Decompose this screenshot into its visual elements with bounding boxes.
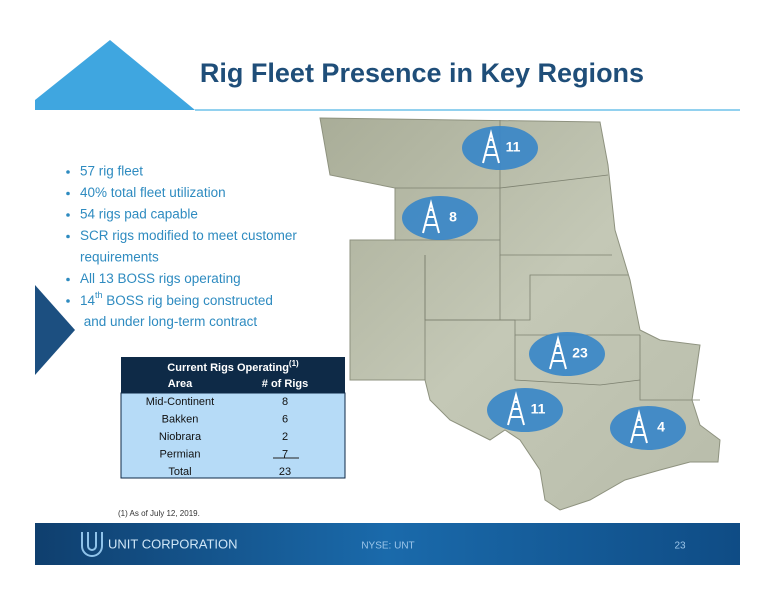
logo — [81, 532, 103, 557]
bullet-text-main: 14 — [80, 293, 96, 308]
rig-icon — [482, 129, 500, 164]
bullet-dot — [66, 170, 70, 174]
footer-bar — [35, 523, 740, 565]
table-title-text: Current Rigs Operating — [167, 362, 289, 374]
map — [319, 117, 721, 511]
table-header-bg — [121, 357, 345, 393]
bullet-dot — [66, 299, 70, 303]
table-cell: Permian — [160, 448, 201, 460]
bullet-text: 40% total fleet utilization — [80, 185, 226, 200]
title: Rig Fleet Presence in Key Regions — [200, 58, 644, 88]
table-body-bg — [120, 392, 346, 479]
table-cell: Mid-Continent — [146, 396, 214, 408]
bullet-text: requirements — [80, 250, 159, 265]
bullet-text: SCR rigs modified to meet customer — [80, 228, 297, 243]
table-header: # of Rigs — [262, 378, 308, 390]
company: UNIT CORPORATION — [108, 536, 238, 551]
bullet-text: 14th BOSS rig being constructed — [80, 290, 273, 307]
side-arrow — [35, 285, 75, 375]
marker-label: 11 — [531, 401, 546, 417]
table-cell: Bakken — [162, 413, 199, 425]
marker — [462, 126, 538, 170]
marker-label: 8 — [449, 209, 457, 225]
table-total: 23 — [279, 466, 291, 478]
bullet-dot — [66, 191, 70, 196]
bullet-dot — [66, 277, 70, 282]
table-cell: 2 — [282, 431, 288, 443]
rig-icon — [549, 335, 567, 370]
marker — [487, 388, 563, 432]
marker-label: 11 — [506, 139, 521, 155]
marker-label: 4 — [657, 419, 665, 435]
marker — [529, 332, 605, 376]
table-total: Total — [168, 466, 191, 478]
page-number: 23 — [674, 541, 686, 552]
map-region — [319, 117, 721, 511]
bullet-dot — [66, 213, 70, 217]
table-header: Area — [168, 378, 193, 390]
rig-icon — [507, 391, 525, 426]
marker — [610, 406, 686, 450]
bullet-dot — [66, 234, 70, 239]
table-cell: 7 — [282, 448, 288, 460]
bullet-text: 57 rig fleet — [80, 164, 143, 179]
table-title-note: (1) — [289, 359, 299, 368]
footnote: (1) As of July 12, 2019. — [118, 509, 200, 518]
corner-shape — [35, 40, 195, 110]
bullet-text-rest: BOSS rig being constructed — [103, 293, 273, 308]
marker — [402, 196, 478, 240]
bullet-sup: th — [95, 290, 103, 300]
table-cell: 8 — [282, 396, 288, 408]
table-title: Current Rigs Operating(1) — [167, 359, 299, 374]
ticker: NYSE: UNT — [361, 541, 414, 552]
rig-icon — [422, 199, 440, 234]
table-cell: Niobrara — [159, 431, 202, 443]
marker-label: 23 — [572, 345, 588, 361]
bullet-text: 54 rigs pad capable — [80, 207, 198, 222]
bullet-text: All 13 BOSS rigs operating — [80, 271, 241, 286]
rig-icon — [630, 409, 648, 444]
table-cell: 6 — [282, 413, 288, 425]
state-lines — [395, 120, 700, 401]
bullet-text: and under long-term contract — [80, 314, 257, 329]
